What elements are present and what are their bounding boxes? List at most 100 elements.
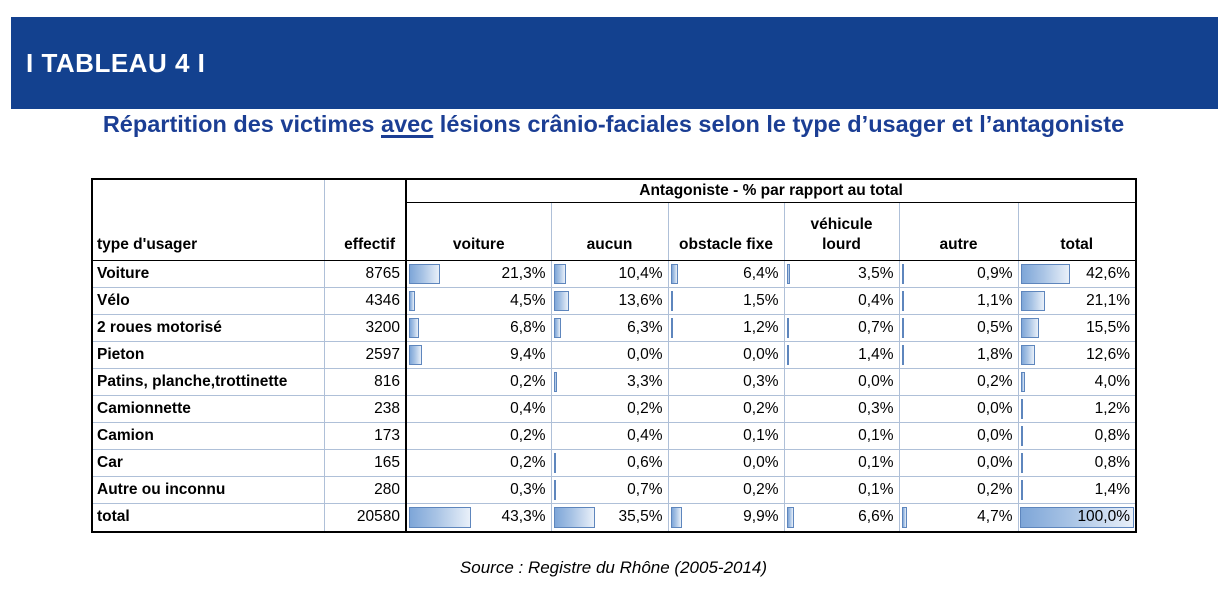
pct-value: 43,3% <box>501 508 546 526</box>
pct-cell: 4,5% <box>405 287 552 315</box>
title-part1: Répartition des victimes <box>102 111 381 137</box>
data-bar <box>786 345 789 365</box>
pct-cell: 0,9% <box>898 260 1019 288</box>
pct-value: 0,8% <box>1094 454 1131 471</box>
effectif-cell: 4346 <box>323 287 407 315</box>
pct-value: 0,1% <box>743 427 779 444</box>
data-bar <box>901 318 904 338</box>
data-bar <box>670 291 673 311</box>
pct-cell: 42,6% <box>1017 260 1137 288</box>
pct-value: 1,4% <box>1094 481 1131 498</box>
page-title: Répartition des victimes avec lésions cr… <box>0 111 1227 138</box>
pct-cell: 0,0% <box>667 341 785 369</box>
data-bar <box>409 264 440 284</box>
pct-value: 9,4% <box>510 346 546 363</box>
pct-cell: 0,6% <box>550 449 669 477</box>
data-bar <box>901 291 904 311</box>
pct-value: 10,4% <box>618 265 663 282</box>
pct-cell: 6,8% <box>405 314 552 342</box>
pct-value: 1,4% <box>858 346 894 363</box>
pct-value: 3,3% <box>627 373 663 390</box>
pct-value: 4,0% <box>1094 373 1131 390</box>
data-bar <box>553 453 556 473</box>
pct-value: 42,6% <box>1086 265 1131 282</box>
pct-cell: 1,4% <box>1017 476 1137 504</box>
data-bar <box>901 507 908 528</box>
pct-cell: 12,6% <box>1017 341 1137 369</box>
row-label-cell: 2 roues motorisé <box>91 314 325 342</box>
table-row: Patins, planche,trottinette 816 0,2% 3,3% 0,… <box>91 368 1137 396</box>
table-body: Voiture 8765 21,3% 10,4% 6,4% 3,5% 0,9% 42,6% Vé… <box>91 260 1137 532</box>
pct-cell: 0,4% <box>550 422 669 450</box>
pct-value: 1,1% <box>977 292 1013 309</box>
pct-value: 12,6% <box>1086 346 1131 363</box>
pct-cell: 1,2% <box>1017 395 1137 423</box>
pct-value: 0,2% <box>743 400 779 417</box>
pct-cell: 6,4% <box>667 260 785 288</box>
pct-cell: 35,5% <box>550 503 669 532</box>
table-row: Pieton 2597 9,4% 0,0% 0,0% 1,4% 1,8% 12,6% <box>91 341 1137 369</box>
pct-value: 0,9% <box>977 265 1013 282</box>
antagonist-headers-row: voiture aucun obstacle fixe véhicule lourd a… <box>92 202 1137 261</box>
data-bar <box>1020 291 1046 311</box>
row-label-cell: Voiture <box>91 260 325 288</box>
pct-value: 0,7% <box>627 481 663 498</box>
col-header-autre: autre <box>898 202 1019 261</box>
pct-value: 0,0% <box>743 346 779 363</box>
data-bar <box>553 318 561 338</box>
victims-table: type d'usager effectif Antagoniste - % p… <box>91 178 1138 533</box>
pct-cell: 0,2% <box>667 395 785 423</box>
effectif-cell: 2597 <box>323 341 407 369</box>
pct-cell: 0,1% <box>783 422 900 450</box>
pct-cell: 4,0% <box>1017 368 1137 396</box>
effectif-cell: 238 <box>323 395 407 423</box>
data-bar <box>901 345 904 365</box>
effectif-cell: 280 <box>323 476 407 504</box>
data-bar <box>901 264 904 284</box>
data-bar <box>553 264 566 284</box>
pct-cell: 0,0% <box>667 449 785 477</box>
pct-cell: 0,2% <box>550 395 669 423</box>
pct-cell: 0,2% <box>405 368 552 396</box>
pct-value: 0,0% <box>743 454 779 471</box>
pct-value: 0,2% <box>627 400 663 417</box>
pct-cell: 0,2% <box>405 449 552 477</box>
pct-cell: 15,5% <box>1017 314 1137 342</box>
pct-value: 0,5% <box>977 319 1013 336</box>
col-header-vehicule-lourd: véhicule lourd <box>783 202 900 261</box>
pct-value: 1,2% <box>743 319 779 336</box>
pct-value: 0,2% <box>510 373 546 390</box>
table-row: Car 165 0,2% 0,6% 0,0% 0,1% 0,0% 0,8% <box>91 449 1137 477</box>
pct-value: 0,2% <box>743 481 779 498</box>
pct-value: 0,6% <box>627 454 663 471</box>
data-bar <box>786 264 791 284</box>
pct-value: 3,5% <box>858 265 894 282</box>
pct-value: 4,7% <box>977 508 1013 526</box>
source-caption: Source : Registre du Rhône (2005-2014) <box>459 558 768 577</box>
effectif-cell: 816 <box>323 368 407 396</box>
effectif-cell: 3200 <box>323 314 407 342</box>
pct-value: 0,2% <box>510 427 546 444</box>
pct-value: 9,9% <box>743 508 779 526</box>
group-header-antagoniste: Antagoniste - % par rapport au total <box>405 178 1137 203</box>
table-row: Voiture 8765 21,3% 10,4% 6,4% 3,5% 0,9% 42,6% <box>91 260 1137 288</box>
pct-cell: 6,3% <box>550 314 669 342</box>
row-label-cell: Vélo <box>91 287 325 315</box>
data-bar <box>1020 318 1039 338</box>
table-row: Autre ou inconnu 280 0,3% 0,7% 0,2% 0,1% 0,2% 1… <box>91 476 1137 504</box>
pct-value: 0,2% <box>510 454 546 471</box>
pct-value: 0,4% <box>627 427 663 444</box>
pct-value: 13,6% <box>618 292 663 309</box>
pct-value: 0,2% <box>977 373 1013 390</box>
col-header-effectif: effectif <box>323 178 407 261</box>
table-row: 2 roues motorisé 3200 6,8% 6,3% 1,2% 0,7% 0,5%… <box>91 314 1137 342</box>
pct-value: 0,0% <box>627 346 663 363</box>
data-bar <box>670 507 682 528</box>
data-bar <box>1019 507 1135 528</box>
pct-value: 35,5% <box>618 508 663 526</box>
col-header-obstacle-fixe: obstacle fixe <box>667 202 785 261</box>
pct-cell: 0,5% <box>898 314 1019 342</box>
pct-value: 0,0% <box>977 427 1013 444</box>
pct-cell: 0,2% <box>667 476 785 504</box>
